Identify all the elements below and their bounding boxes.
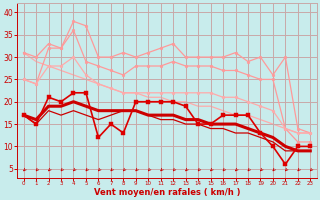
X-axis label: Vent moyen/en rafales ( km/h ): Vent moyen/en rafales ( km/h ) (94, 188, 240, 197)
